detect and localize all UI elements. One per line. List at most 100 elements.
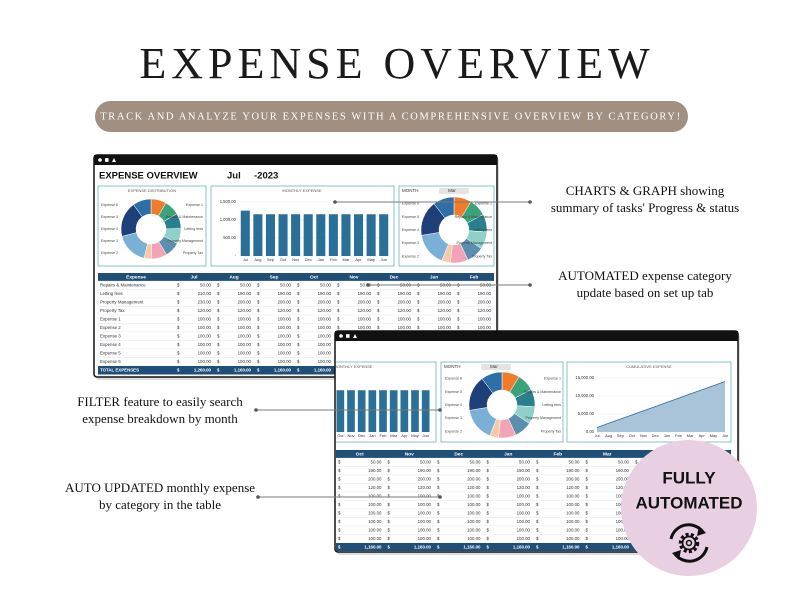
currency-symbol: $	[457, 299, 460, 304]
currency-symbol: $	[257, 367, 260, 372]
currency-symbol: $	[297, 291, 300, 296]
currency-symbol: $	[417, 299, 420, 304]
total-row	[336, 543, 731, 551]
currency-symbol: $	[257, 316, 260, 321]
bar	[366, 214, 376, 256]
cell-value: 100.00	[418, 536, 432, 541]
donut-label: Expense 2	[445, 429, 462, 433]
filter-dropdown[interactable]	[439, 188, 469, 194]
bar-square	[346, 334, 350, 338]
column-header: Oct	[310, 274, 318, 280]
currency-symbol: $	[586, 510, 589, 515]
bar	[347, 390, 355, 432]
currency-symbol: $	[586, 519, 589, 524]
x-tick-label: Apr	[699, 433, 706, 438]
cell-value: 100.00	[318, 333, 332, 338]
badge-line: AUTOMATED	[635, 493, 742, 512]
currency-symbol: $	[177, 350, 180, 355]
cell-value: 1,160.00	[513, 544, 531, 549]
donut-label: Property Tax	[183, 251, 203, 255]
currency-symbol: $	[257, 359, 260, 364]
x-tick-label: Jun	[422, 433, 428, 438]
row-label: Expense 3	[100, 333, 121, 338]
currency-symbol: $	[388, 468, 391, 473]
cell-value: 50.00	[240, 282, 252, 287]
currency-symbol: $	[487, 476, 490, 481]
currency-symbol: $	[437, 544, 440, 549]
currency-symbol: $	[217, 359, 220, 364]
connector-dot	[528, 200, 532, 204]
panel	[210, 185, 395, 267]
callout-text: by category in the table	[99, 497, 221, 512]
column-header: Sep	[270, 274, 279, 280]
cell-value: 100.00	[467, 493, 481, 498]
filter-value: Mar	[448, 188, 456, 193]
bar	[421, 390, 430, 432]
currency-symbol: $	[487, 502, 490, 507]
cell-value: 100.00	[566, 536, 580, 541]
currency-symbol: $	[388, 527, 391, 532]
panel-title: MONTHLY EXPENSE	[282, 188, 322, 193]
x-tick-label: Jan	[664, 433, 670, 438]
cell-value: 100.00	[278, 325, 292, 330]
row-label: Expense 5	[100, 350, 121, 355]
column-header: Aug	[229, 274, 238, 280]
cell-value: 100.00	[478, 316, 492, 321]
cell-value: 120.00	[418, 485, 432, 490]
column-header: Mar	[603, 451, 612, 457]
callout-text: CHARTS & GRAPH showing	[566, 183, 725, 198]
currency-symbol: $	[388, 459, 391, 464]
donut-label: Repairs & Maintenance	[455, 215, 492, 219]
tagline: TRACK AND ANALYZE YOUR EXPENSES WITH A C…	[100, 111, 681, 122]
tagline-pill	[95, 101, 688, 132]
cell-value: 200.00	[418, 476, 432, 481]
cell-value: 100.00	[198, 325, 212, 330]
x-tick-label: Feb	[330, 257, 338, 262]
currency-symbol: $	[487, 485, 490, 490]
currency-symbol: $	[217, 333, 220, 338]
currency-symbol: $	[437, 493, 440, 498]
x-tick-label: May	[710, 433, 718, 438]
cell-value: 200.00	[278, 299, 292, 304]
x-tick-label: Mar	[343, 257, 351, 262]
cell-value: 190.00	[517, 468, 531, 473]
cell-value: 100.00	[566, 502, 580, 507]
donut-label: Expense 2	[101, 251, 118, 255]
cell-value: 100.00	[566, 527, 580, 532]
donut-label: Expense 1	[186, 203, 203, 207]
donut-label: Expense 3	[101, 239, 118, 243]
cell-value: 120.00	[368, 485, 382, 490]
currency-symbol: $	[457, 308, 460, 313]
filter-dropdown[interactable]	[481, 364, 511, 370]
cell-value: 100.00	[318, 316, 332, 321]
column-header: Dec	[390, 274, 399, 280]
cell-value: 100.00	[278, 342, 292, 347]
x-tick-label: Dec	[305, 257, 312, 262]
y-tick-label: 0.00	[586, 429, 595, 434]
currency-symbol: $	[217, 325, 220, 330]
sheet-year: -2023	[254, 171, 278, 182]
filter-label: MONTH	[402, 188, 419, 193]
column-header: Jan	[504, 451, 512, 457]
currency-symbol: $	[457, 291, 460, 296]
currency-symbol: $	[487, 459, 490, 464]
cell-value: 200.00	[478, 299, 492, 304]
currency-symbol: $	[297, 342, 300, 347]
column-header: Oct	[356, 451, 364, 457]
bar	[379, 390, 387, 432]
row-label: Property Management	[100, 299, 144, 304]
cell-value: 190.00	[358, 291, 372, 296]
currency-symbol: $	[297, 316, 300, 321]
filter-value: Mar	[490, 364, 498, 369]
cell-value: 100.00	[368, 493, 382, 498]
cell-value: 100.00	[238, 333, 252, 338]
cell-value: 50.00	[519, 459, 531, 464]
title-bar	[335, 331, 738, 341]
table-header	[98, 273, 494, 281]
cell-value: 1,160.00	[364, 544, 382, 549]
x-tick-label: Dec	[652, 433, 659, 438]
table-row	[97, 297, 495, 307]
cell-value: 100.00	[566, 510, 580, 515]
cell-value: 100.00	[278, 333, 292, 338]
currency-symbol: $	[487, 544, 490, 549]
